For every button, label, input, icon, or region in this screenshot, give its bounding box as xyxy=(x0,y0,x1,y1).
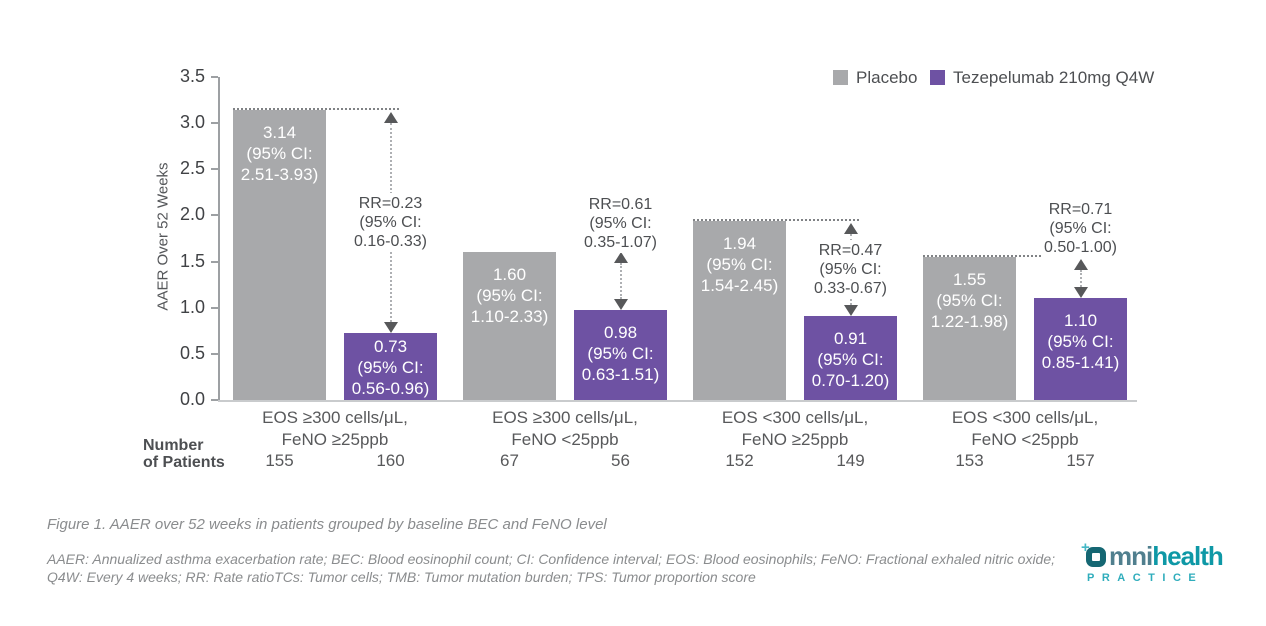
logo-text-mni: mni xyxy=(1109,540,1153,571)
patients-count-tezepelumab: 160 xyxy=(376,451,405,470)
y-tick xyxy=(211,352,218,355)
y-tick xyxy=(211,76,218,78)
group-label: EOS ≥300 cells/μL, FeNO <25ppb xyxy=(492,408,638,449)
bar-placebo: 3.14 (95% CI: 2.51-3.93) xyxy=(233,110,326,400)
bar-placebo: 1.94 (95% CI: 1.54-2.45) xyxy=(693,220,786,400)
footnote-line-2: Q4W: Every 4 weeks; RR: Rate ratioTCs: T… xyxy=(47,569,756,585)
bar-value-label: 1.55 (95% CI: 1.22-1.98) xyxy=(930,269,1009,331)
arrowhead-up-icon xyxy=(1073,258,1088,270)
bar-tezepelumab: 1.10 (95% CI: 0.85-1.41) xyxy=(1034,298,1127,400)
omnihealth-logo: + mni health PRACTICE xyxy=(1081,539,1245,585)
patients-count-placebo: 67 xyxy=(500,451,519,470)
x-baseline xyxy=(218,400,1137,402)
arrowhead-up-icon xyxy=(843,222,858,234)
patients-count-placebo: 155 xyxy=(265,451,294,470)
footnote-line-1: AAER: Annualized asthma exacerbation rat… xyxy=(47,551,1056,567)
rr-dotted-hline xyxy=(233,108,399,111)
patients-header: Number of Patients xyxy=(143,437,225,471)
y-tick-label: 1.0 xyxy=(179,296,205,317)
y-axis-title: AAER Over 52 Weeks xyxy=(154,162,172,311)
legend-swatch-tezepelumab xyxy=(930,70,945,85)
patients-count-tezepelumab: 157 xyxy=(1066,451,1095,470)
bar-tezepelumab: 0.73 (95% CI: 0.56-0.96) xyxy=(344,332,437,400)
patients-count-tezepelumab: 149 xyxy=(836,451,865,470)
arrowhead-down-icon xyxy=(383,321,398,333)
logo-subtitle-practice: PRACTICE xyxy=(1087,572,1204,584)
y-tick xyxy=(211,306,218,309)
legend-label-placebo: Placebo xyxy=(856,68,918,87)
bar-value-label: 0.98 (95% CI: 0.63-1.51) xyxy=(581,322,660,384)
bar-placebo: 1.55 (95% CI: 1.22-1.98) xyxy=(923,256,1016,400)
rr-dotted-hline xyxy=(923,254,1089,257)
y-tick-label: 1.5 xyxy=(179,250,205,271)
figure-caption: Figure 1. AAER over 52 weeks in patients… xyxy=(47,516,607,533)
omnihealth-o-icon: + xyxy=(1081,539,1108,568)
arrowhead-down-icon xyxy=(613,298,628,310)
rr-dotted-vline xyxy=(619,263,622,299)
y-axis-line xyxy=(218,77,220,400)
y-tick-label: 3.0 xyxy=(179,112,205,133)
arrowhead-down-icon xyxy=(1073,287,1088,299)
rate-ratio-label: RR=0.61 (95% CI: 0.35-1.07) xyxy=(581,194,660,254)
legend-swatch-placebo xyxy=(833,70,848,85)
group-label: EOS <300 cells/μL, FeNO <25ppb xyxy=(951,408,1099,449)
y-tick xyxy=(211,399,218,401)
y-tick xyxy=(211,260,218,263)
abbreviations-footnote: AAER: Annualized asthma exacerbation rat… xyxy=(47,550,1055,586)
patients-count-placebo: 153 xyxy=(955,451,984,470)
bar-value-label: 1.10 (95% CI: 0.85-1.41) xyxy=(1041,311,1120,373)
bar-placebo: 1.60 (95% CI: 1.10-2.33) xyxy=(463,252,556,400)
y-tick xyxy=(211,214,218,217)
y-tick xyxy=(211,122,218,125)
bar-value-label: 1.94 (95% CI: 1.54-2.45) xyxy=(700,233,779,295)
y-tick-label: 2.5 xyxy=(179,158,205,179)
bar-tezepelumab: 0.98 (95% CI: 0.63-1.51) xyxy=(574,309,667,400)
group-label: EOS ≥300 cells/μL, FeNO ≥25ppb xyxy=(262,408,408,449)
y-tick-label: 3.5 xyxy=(179,66,205,86)
arrowhead-down-icon xyxy=(843,305,858,317)
logo-wordmark: + mni health xyxy=(1081,539,1245,571)
rr-dotted-hline xyxy=(693,218,859,221)
y-tick-label: 0.0 xyxy=(179,389,205,409)
group-label: EOS <300 cells/μL, FeNO ≥25ppb xyxy=(721,408,869,449)
bar-tezepelumab: 0.91 (95% CI: 0.70-1.20) xyxy=(804,316,897,400)
legend-label-tezepelumab: Tezepelumab 210mg Q4W xyxy=(953,68,1155,87)
logo-text-health: health xyxy=(1152,540,1224,571)
y-tick-label: 0.5 xyxy=(179,342,205,363)
plus-icon: + xyxy=(1081,538,1090,556)
bar-value-label: 1.60 (95% CI: 1.10-2.33) xyxy=(470,265,549,327)
arrowhead-up-icon xyxy=(613,252,628,264)
bar-value-label: 3.14 (95% CI: 2.51-3.93) xyxy=(240,123,319,185)
rate-ratio-label: RR=0.23 (95% CI: 0.16-0.33) xyxy=(351,193,430,253)
bar-value-label: 0.91 (95% CI: 0.70-1.20) xyxy=(811,329,890,391)
patients-count-placebo: 152 xyxy=(725,451,754,470)
y-tick-label: 2.0 xyxy=(179,204,205,225)
o-ring-shape xyxy=(1086,546,1106,567)
rr-dotted-vline xyxy=(1079,269,1082,288)
arrowhead-up-icon xyxy=(383,112,398,124)
rate-ratio-label: RR=0.47 (95% CI: 0.33-0.67) xyxy=(811,240,890,300)
patients-count-tezepelumab: 56 xyxy=(611,451,630,470)
bar-value-label: 0.73 (95% CI: 0.56-0.96) xyxy=(351,336,430,398)
rate-ratio-label: RR=0.71 (95% CI: 0.50-1.00) xyxy=(1041,198,1120,258)
y-tick xyxy=(211,168,218,171)
